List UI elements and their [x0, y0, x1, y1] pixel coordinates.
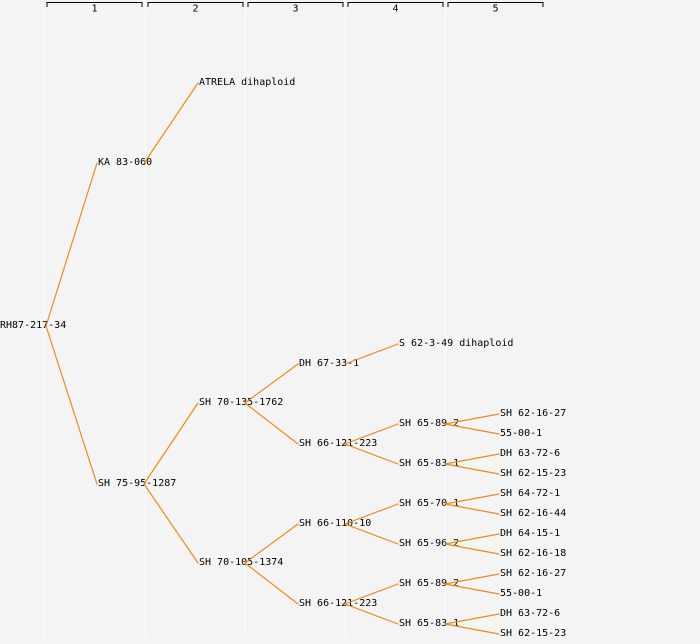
pedigree-node-sh621627a[interactable]: SH 62-16-27 [500, 408, 566, 419]
generation-number: 4 [392, 4, 398, 15]
generation-number: 5 [492, 4, 498, 15]
pedigree-edge [444, 543, 500, 555]
pedigree-node-s55001a[interactable]: 55-00-1 [500, 428, 542, 439]
pedigree-node-sh70135[interactable]: SH 70-135-1762 [199, 397, 283, 408]
pedigree-edge [244, 402, 299, 445]
pedigree-node-sh6589b[interactable]: SH 65-89-2 [399, 578, 459, 589]
pedigree-node-rh87[interactable]: RH87-217-34 [0, 320, 66, 331]
pedigree-edge [444, 423, 500, 435]
generation-number: 2 [192, 4, 198, 15]
pedigree-edge [45, 162, 98, 327]
pedigree-node-sh621618[interactable]: SH 62-16-18 [500, 548, 566, 559]
pedigree-node-sh7595[interactable]: SH 75-95-1287 [98, 478, 176, 489]
pedigree-edge [444, 413, 500, 425]
pedigree-edge [344, 503, 399, 525]
generation-bracket [347, 2, 444, 7]
pedigree-node-sh621627b[interactable]: SH 62-16-27 [500, 568, 566, 579]
generation-bracket [46, 2, 143, 7]
pedigree-edge [244, 363, 299, 404]
pedigree-edge [45, 325, 98, 485]
pedigree-node-sh66121b[interactable]: SH 66-121-223 [299, 598, 377, 609]
pedigree-node-s55001b[interactable]: 55-00-1 [500, 588, 542, 599]
pedigree-edge [143, 82, 199, 164]
pedigree-edge [444, 503, 500, 515]
generation-bracket [447, 2, 544, 7]
pedigree-edge [344, 443, 399, 465]
pedigree-edge [143, 483, 199, 564]
pedigree-node-sh6589a[interactable]: SH 65-89-2 [399, 418, 459, 429]
pedigree-edge [244, 523, 299, 564]
pedigree-edge [444, 463, 500, 475]
pedigree-edge [444, 623, 500, 635]
pedigree-node-atrela[interactable]: ATRELA dihaploid [199, 77, 295, 88]
pedigree-node-ka[interactable]: KA 83-060 [98, 157, 152, 168]
pedigree-edge [444, 613, 500, 625]
pedigree-edge [244, 562, 299, 605]
generation-number: 1 [91, 4, 97, 15]
pedigree-node-sh66121a[interactable]: SH 66-121-223 [299, 438, 377, 449]
pedigree-edge [143, 402, 199, 485]
generation-number: 3 [292, 4, 298, 15]
generation-bracket [147, 2, 244, 7]
pedigree-node-sh6472[interactable]: SH 64-72-1 [500, 488, 560, 499]
pedigree-node-sh621523a[interactable]: SH 62-15-23 [500, 468, 566, 479]
pedigree-edge [444, 573, 500, 585]
generation-bracket [247, 2, 344, 7]
pedigree-node-dh6372b[interactable]: DH 63-72-6 [500, 608, 560, 619]
pedigree-edge [344, 603, 399, 625]
pedigree-edge [444, 453, 500, 465]
pedigree-node-sh621523b[interactable]: SH 62-15-23 [500, 628, 566, 639]
pedigree-edge [344, 423, 399, 445]
pedigree-node-sh621644[interactable]: SH 62-16-44 [500, 508, 566, 519]
pedigree-edge [344, 583, 399, 605]
pedigree-node-s6249[interactable]: S 62-3-49 dihaploid [399, 338, 513, 349]
pedigree-edge [344, 523, 399, 545]
pedigree-edge [444, 493, 500, 505]
pedigree-node-sh6583a[interactable]: SH 65-83-1 [399, 458, 459, 469]
pedigree-edge [444, 583, 500, 595]
pedigree-edge [444, 533, 500, 545]
pedigree-edge [344, 343, 399, 365]
pedigree-node-dh6372a[interactable]: DH 63-72-6 [500, 448, 560, 459]
pedigree-node-dh6733[interactable]: DH 67-33-1 [299, 358, 359, 369]
pedigree-node-sh6570[interactable]: SH 65-70-1 [399, 498, 459, 509]
pedigree-node-sh6583b[interactable]: SH 65-83-1 [399, 618, 459, 629]
pedigree-node-sh70105[interactable]: SH 70-105-1374 [199, 557, 283, 568]
pedigree-node-sh66110[interactable]: SH 66-110-10 [299, 518, 371, 529]
pedigree-node-sh6596[interactable]: SH 65-96-2 [399, 538, 459, 549]
pedigree-node-dh6415[interactable]: DH 64-15-1 [500, 528, 560, 539]
